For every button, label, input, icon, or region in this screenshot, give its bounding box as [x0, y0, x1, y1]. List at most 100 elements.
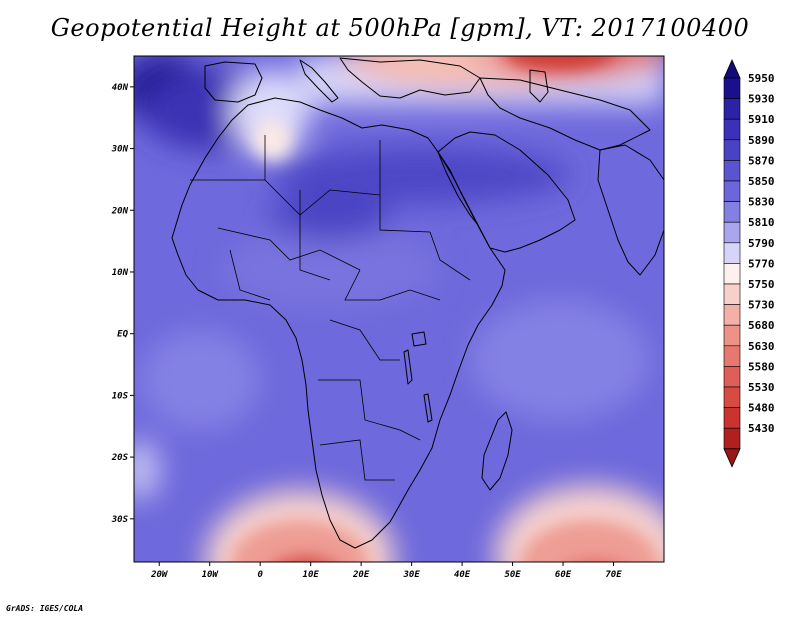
colorbar-swatch	[723, 386, 741, 408]
lat-tick-label: 30S	[111, 515, 129, 525]
lon-tick-label: 20W	[150, 570, 169, 580]
lake-malawi	[423, 393, 433, 423]
colorbar-label: 5930	[748, 93, 775, 106]
colorbar-swatch	[723, 324, 741, 347]
field-north-trough-core	[492, 56, 664, 78]
colorbar-label: 5890	[748, 134, 775, 147]
iran-region	[479, 77, 651, 151]
colorbar-swatch	[723, 221, 741, 244]
lat-tick-label: 20S	[111, 453, 129, 463]
lat-tick-label: 40N	[112, 83, 129, 93]
colorbar-swatch	[723, 118, 741, 141]
colorbar-label: 5770	[748, 257, 775, 270]
colorbar-label: 5910	[748, 113, 775, 126]
colorbar-label: 5850	[748, 175, 775, 188]
italy	[299, 59, 339, 103]
colorbar-label: 5630	[748, 340, 775, 353]
field-north-trough-deep	[506, 56, 614, 70]
madagascar	[481, 411, 513, 491]
border-8	[319, 439, 395, 481]
border-2	[264, 179, 381, 216]
colorbar-swatch	[723, 366, 741, 388]
colorbar-swatch	[723, 263, 741, 285]
colorbar-swatch	[723, 160, 741, 182]
lat-tick-label: 30N	[111, 145, 129, 155]
lat-tick-label: 10S	[112, 391, 129, 401]
field-ridge-sahara	[270, 190, 390, 240]
border-10	[299, 190, 331, 281]
country-borders	[190, 135, 471, 481]
balkans-turkey	[339, 57, 481, 99]
height-field	[134, 56, 664, 562]
colorbar-label: 5580	[748, 360, 775, 373]
latitude-axis: 40N 30N 20N 10N EQ 10S 20S 30S	[111, 83, 134, 525]
caspian	[529, 69, 549, 103]
india	[597, 144, 664, 276]
grads-credit: GrADS: IGES/COLA	[6, 604, 84, 613]
colorbar-label: 5530	[748, 381, 775, 394]
colorbar-label: 5830	[748, 196, 775, 209]
border-11	[229, 249, 271, 301]
lat-tick-label: EQ	[117, 330, 128, 340]
colorbar-swatch	[723, 98, 741, 120]
colorbar-swatch	[723, 427, 741, 450]
colorbar-swatch	[723, 139, 741, 161]
border-5	[344, 269, 441, 301]
colorbar-swatch	[723, 77, 741, 99]
lon-tick-label: 40E	[454, 570, 471, 580]
colorbar-top-arrow	[723, 59, 741, 79]
border-9	[429, 231, 471, 281]
colorbar-swatch	[723, 201, 741, 223]
africa-coastline	[171, 97, 506, 549]
field-light-west	[140, 330, 260, 430]
map-frame	[133, 55, 665, 563]
border-4	[217, 227, 361, 271]
colorbar-label: 5810	[748, 216, 775, 229]
field-mid-band	[220, 230, 440, 310]
colorbar: 5950 5930 5910 5890 5870 5850 5830 5810 5790 5770…	[723, 59, 775, 468]
border-7	[318, 379, 421, 441]
lon-tick-label: 0	[257, 570, 263, 580]
colorbar-swatch	[723, 345, 741, 367]
lake-tanganyika	[403, 349, 413, 385]
colorbar-swatch	[723, 304, 741, 326]
field-south-trough-2	[520, 520, 660, 562]
colorbar-label: 5870	[748, 154, 775, 167]
field-south-trough-1-core	[277, 555, 333, 562]
red-sea-line	[437, 151, 479, 226]
lon-tick-label: 30E	[402, 570, 420, 580]
colorbar-swatch	[723, 407, 741, 429]
lon-tick-label: 20E	[352, 570, 370, 580]
colorbar-bottom-arrow	[723, 448, 741, 468]
field-south-trough-2-core	[578, 560, 612, 562]
colorbar-label: 5750	[748, 278, 775, 291]
field-southwest-light	[134, 440, 160, 500]
lon-tick-label: 10E	[303, 570, 320, 580]
colorbar-swatch	[723, 242, 741, 264]
lon-tick-label: 60E	[555, 570, 572, 580]
field-light-east	[470, 300, 650, 420]
lon-tick-label: 10W	[202, 570, 220, 580]
iberia	[204, 61, 263, 103]
border-6	[329, 319, 400, 361]
colorbar-swatch	[723, 180, 741, 202]
lon-tick-label: 70E	[605, 570, 622, 580]
field-south-trough-1	[230, 520, 370, 562]
colorbar-label: 5790	[748, 237, 775, 250]
lat-tick-label: 10N	[112, 268, 129, 278]
field-ridge-northafrica	[270, 147, 570, 203]
lake-victoria	[411, 331, 427, 347]
colorbar-label: 5950	[748, 72, 775, 85]
border-3	[379, 140, 431, 233]
colorbar-label: 5480	[748, 402, 775, 415]
colorbar-swatch	[723, 283, 741, 305]
coastlines	[171, 57, 664, 549]
field-cutoff-low-core	[252, 120, 292, 160]
colorbar-label: 5730	[748, 299, 775, 312]
lon-tick-label: 50E	[504, 570, 521, 580]
lat-tick-label: 20N	[111, 206, 129, 216]
chart-title: Geopotential Height at 500hPa [gpm], VT:…	[50, 14, 750, 42]
colorbar-label: 5430	[748, 422, 775, 435]
colorbar-label: 5680	[748, 319, 775, 332]
